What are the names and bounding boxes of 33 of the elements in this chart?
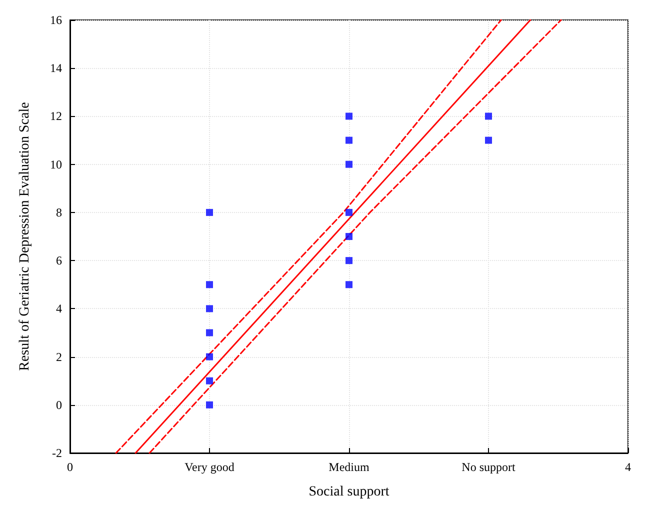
point: [206, 305, 213, 312]
y-tick-label: 4: [56, 302, 62, 316]
y-tick-label: -2: [52, 446, 62, 460]
point: [206, 401, 213, 408]
y-tick-label: 10: [50, 157, 62, 172]
point: [206, 353, 213, 360]
y-tick-label: 0: [56, 398, 62, 412]
point: [206, 329, 213, 336]
point: [206, 377, 213, 384]
y-tick-label: 12: [50, 109, 62, 124]
y-tick-label: 14: [50, 61, 62, 76]
point: [206, 281, 213, 288]
x-axis-title: Social support: [308, 484, 390, 500]
x-tick-label: Medium: [328, 460, 370, 474]
y-tick-label: 2: [56, 350, 62, 364]
point: [206, 208, 213, 216]
point: [346, 281, 352, 288]
point: [346, 208, 352, 216]
x-tick-label: No support: [462, 460, 516, 474]
x-tick-label: 0: [67, 460, 73, 474]
point: [485, 112, 492, 120]
y-axis-title: Result of Geriatric Depression Evaluation Scale: [18, 102, 32, 371]
x-tick-label: 4: [625, 460, 631, 474]
point: [346, 257, 352, 264]
point: [346, 160, 352, 168]
point: [346, 233, 352, 240]
y-tick-label: 16: [50, 13, 62, 27]
point: [346, 112, 352, 120]
point: [485, 136, 492, 144]
y-tick-label: 8: [56, 205, 62, 220]
x-tick-label: Very good: [184, 460, 234, 474]
point: [346, 136, 352, 144]
y-tick-label: 6: [56, 254, 62, 268]
